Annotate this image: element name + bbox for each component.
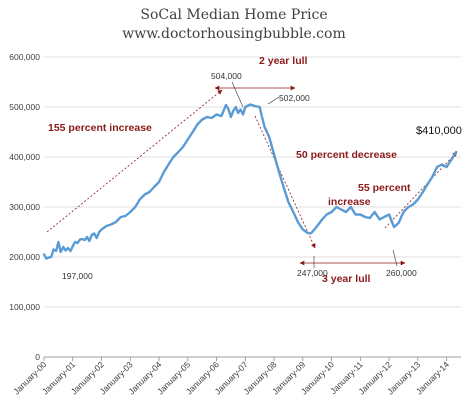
increase-arrow xyxy=(46,89,223,233)
x-axis: January-00January-01January-02January-03… xyxy=(11,356,461,396)
annotation-arrows xyxy=(46,85,458,266)
y-tick-label: 300,000 xyxy=(9,202,40,212)
point-label-197000: 197,000 xyxy=(62,271,93,281)
series-line xyxy=(42,103,458,260)
annotation-3-year-lull: 3 year lull xyxy=(322,273,371,285)
y-tick-label: 0 xyxy=(35,352,40,362)
point-label-504000: 504,000 xyxy=(211,71,242,81)
chart-title: SoCal Median Home Price xyxy=(140,7,327,23)
gridlines xyxy=(44,56,461,358)
y-tick-label: 600,000 xyxy=(9,52,40,62)
recovery-arrow xyxy=(384,151,458,229)
decrease-arrow xyxy=(254,115,316,249)
annotation-55-percent: 55 percent xyxy=(358,182,411,194)
chart-subtitle: www.doctorhousingbubble.com xyxy=(122,26,345,42)
y-tick-label: 100,000 xyxy=(9,302,40,312)
label-leaders xyxy=(231,81,398,268)
y-tick-label: 500,000 xyxy=(9,102,40,112)
point-label-247000: 247,000 xyxy=(297,268,328,278)
y-axis: 0 100,000 200,000 300,000 400,000 500,000 600,… xyxy=(9,52,40,362)
leader-504000 xyxy=(231,81,244,108)
annotation-2-year-lull: 2 year lull xyxy=(259,55,308,67)
leader-502000 xyxy=(267,96,280,105)
point-label-502000: 502,000 xyxy=(279,93,310,103)
point-label-260000: 260,000 xyxy=(386,268,417,278)
annotation-155-percent-increase: 155 percent increase xyxy=(48,122,152,134)
annotation-50-percent-decrease: 50 percent decrease xyxy=(296,149,397,161)
y-tick-label: 200,000 xyxy=(9,252,40,262)
point-label-410000: $410,000 xyxy=(416,125,462,137)
annotation-increase: increase xyxy=(328,196,371,208)
y-tick-label: 400,000 xyxy=(9,152,40,162)
leader-260000 xyxy=(392,249,398,267)
